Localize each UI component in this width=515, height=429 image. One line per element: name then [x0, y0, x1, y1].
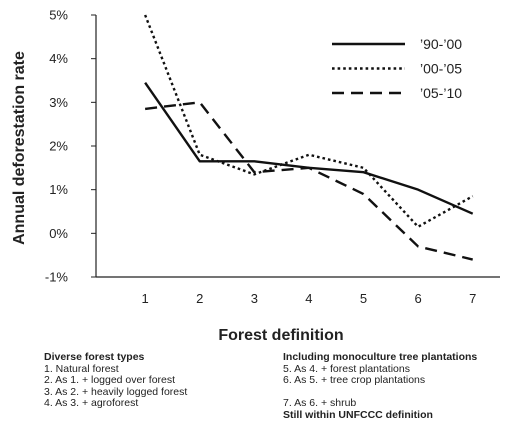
x-tick-label: 6: [414, 291, 421, 306]
x-tick-label: 5: [360, 291, 367, 306]
chart-svg: -1% 0% 1% 2% 3% 4% 5% 1 2 3 4 5 6 7 ’90-’00 ’00-’05 ’05…: [0, 0, 515, 350]
y-tick-label: 4%: [49, 51, 68, 66]
y-tick-label: -1%: [45, 270, 69, 285]
notes-right-item: 7. As 6. + shrub: [283, 398, 477, 410]
notes-right-header: Including monoculture tree plantations: [283, 352, 477, 364]
x-tick-label: 1: [142, 291, 149, 306]
notes-left-header: Diverse forest types: [44, 352, 187, 364]
notes-left-item: 2. As 1. + logged over forest: [44, 375, 187, 387]
x-axis-label: Forest definition: [218, 327, 343, 344]
y-tick-label: 0%: [49, 226, 68, 241]
legend-label: ’05-’10: [420, 85, 462, 101]
y-axis-label: Annual deforestation rate: [11, 51, 28, 245]
x-tick-label: 3: [251, 291, 258, 306]
y-tick-label: 1%: [49, 182, 68, 197]
x-tick-label: 4: [305, 291, 312, 306]
definitions-left: Diverse forest types 1. Natural forest 2…: [44, 352, 187, 410]
legend-label: ’00-’05: [420, 61, 462, 77]
x-tick-label: 2: [196, 291, 203, 306]
axes: -1% 0% 1% 2% 3% 4% 5% 1 2 3 4 5 6 7: [45, 8, 500, 307]
definitions-right: Including monoculture tree plantations 5…: [283, 352, 477, 421]
x-tick-label: 7: [469, 291, 476, 306]
notes-left-item: 4. As 3. + agroforest: [44, 398, 187, 410]
series-line-dashed: [145, 102, 473, 259]
notes-right-footer: Still within UNFCCC definition: [283, 410, 477, 422]
y-tick-label: 5%: [49, 8, 68, 23]
y-tick-label: 3%: [49, 95, 68, 110]
y-tick-label: 2%: [49, 139, 68, 154]
legend-label: ’90-’00: [420, 36, 462, 52]
legend: ’90-’00 ’00-’05 ’05-’10: [332, 36, 462, 101]
notes-right-item: 6. As 5. + tree crop plantations: [283, 375, 477, 387]
